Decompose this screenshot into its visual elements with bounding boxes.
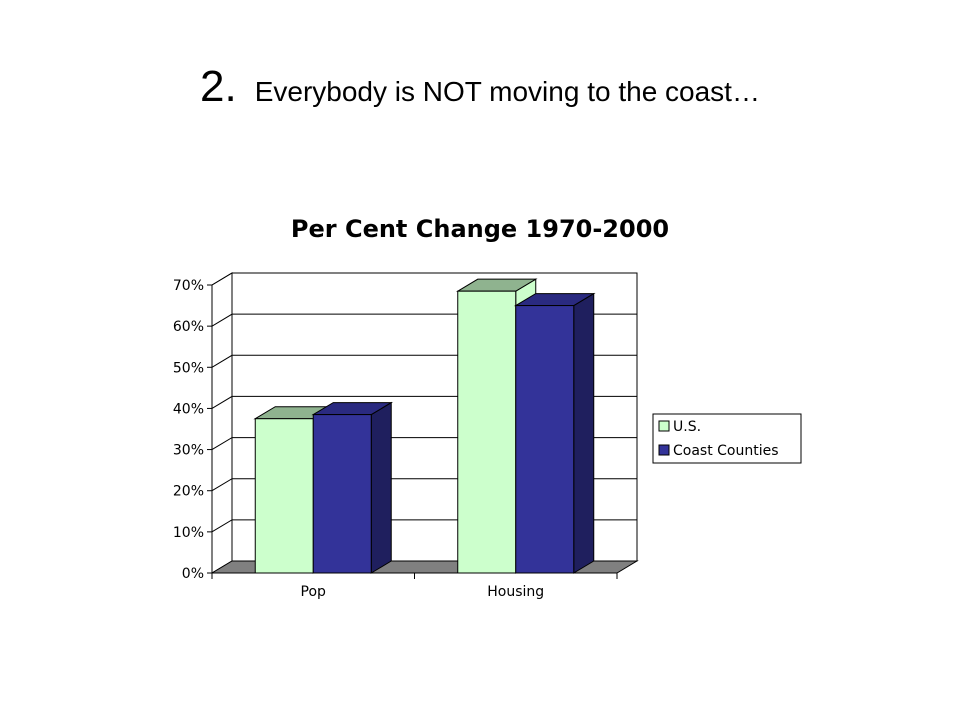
y-tick-label: 0% bbox=[182, 566, 204, 582]
bar-pop-1 bbox=[311, 401, 394, 574]
bar-front bbox=[457, 290, 517, 574]
legend-swatch bbox=[658, 444, 670, 456]
chart-title: Per Cent Change 1970-2000 bbox=[291, 215, 669, 243]
legend-label: U.S. bbox=[673, 419, 701, 435]
side-wall bbox=[211, 272, 233, 574]
slide-number: 2. bbox=[200, 62, 237, 111]
bar-side bbox=[573, 292, 595, 574]
x-tick-label: Pop bbox=[301, 584, 327, 600]
legend-box bbox=[652, 413, 802, 464]
y-tick-label: 40% bbox=[173, 401, 204, 417]
bar-housing-1 bbox=[513, 292, 596, 574]
bar-front bbox=[254, 418, 314, 574]
bars bbox=[253, 278, 596, 574]
y-tick-label: 10% bbox=[173, 525, 204, 541]
y-tick-label: 20% bbox=[173, 484, 204, 500]
x-tick-labels: Pop Housing bbox=[301, 584, 545, 600]
y-tick-label: 70% bbox=[173, 278, 204, 294]
legend: U.S. Coast Counties bbox=[652, 413, 802, 464]
slide-heading: Everybody is NOT moving to the coast… bbox=[254, 76, 760, 107]
bar-front bbox=[312, 414, 372, 574]
x-tick-label: Housing bbox=[487, 584, 544, 600]
y-tick-label: 60% bbox=[173, 319, 204, 335]
slide-title: 2. Everybody is NOT moving to the coast… bbox=[0, 62, 960, 112]
bar-side bbox=[370, 401, 392, 574]
legend-label: Coast Counties bbox=[673, 443, 779, 459]
y-tick-labels: 0% 10% 20% 30% 40% 50% 60% 70% bbox=[173, 278, 204, 582]
legend-swatch bbox=[658, 420, 670, 432]
y-tick-label: 50% bbox=[173, 360, 204, 376]
bar-front bbox=[515, 305, 575, 574]
y-tick-label: 30% bbox=[173, 443, 204, 459]
gridline bbox=[211, 272, 637, 286]
